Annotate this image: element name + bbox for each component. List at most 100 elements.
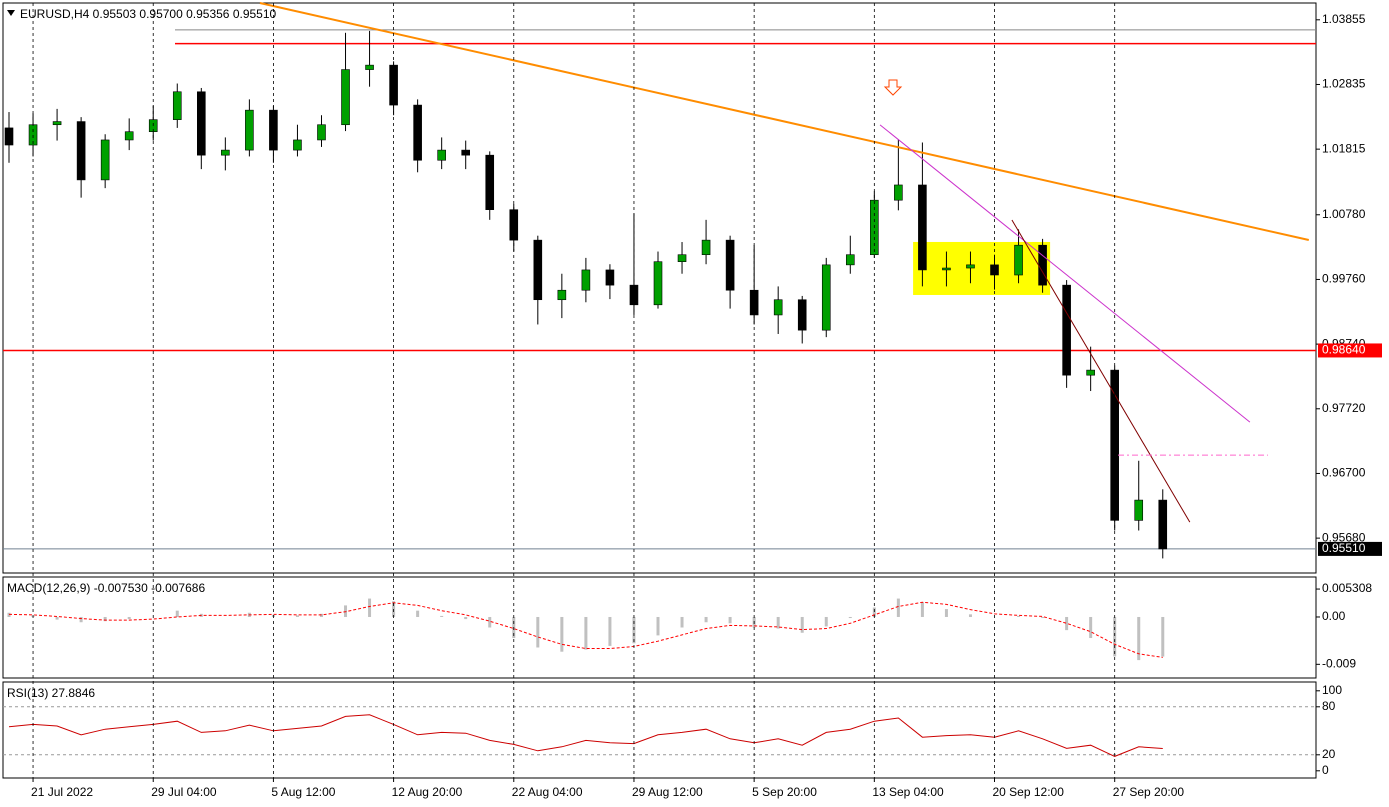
candle-body (725, 239, 735, 291)
trend-line (1011, 219, 1191, 523)
macd-bar (944, 609, 948, 617)
candle-body (365, 64, 374, 70)
candle-body (172, 91, 182, 120)
rsi-line (8, 714, 1163, 757)
candle-body (1158, 499, 1168, 550)
candle-body (821, 264, 831, 331)
candle-body (4, 127, 14, 146)
candle-body (1134, 499, 1144, 521)
candle-body (485, 154, 495, 210)
macd-signal (8, 601, 1163, 658)
macd-bar (704, 616, 708, 623)
macd-bar (344, 605, 348, 617)
macd-bar (824, 616, 828, 627)
candle-body (52, 121, 62, 126)
y-tick-label: 1.01815 (1322, 141, 1366, 155)
candle-body (197, 91, 206, 156)
macd-bar (968, 614, 972, 617)
macd-bar (1137, 616, 1141, 661)
candle-body (413, 104, 422, 161)
macd-bar (416, 610, 420, 617)
x-tick-label: 12 Aug 20:00 (392, 785, 463, 799)
candle-body (797, 299, 807, 331)
macd-bar (7, 612, 11, 617)
candle-body (245, 109, 254, 151)
candle-body (341, 69, 350, 126)
y-tick-label: 0.96700 (1322, 466, 1366, 480)
y-tick-label: 80 (1322, 699, 1336, 713)
candle-body (942, 267, 951, 271)
price-label-box (1318, 343, 1382, 358)
macd-bar (175, 610, 179, 617)
trend-line (879, 124, 1251, 423)
macd-bar (632, 616, 636, 644)
macd-bar (1017, 615, 1021, 617)
x-tick-label: 13 Sep 04:00 (872, 785, 944, 799)
price-panel (2, 2, 1317, 574)
macd-bar (560, 616, 564, 652)
y-tick-label: -0.009 (1322, 656, 1356, 670)
macd-bar (536, 616, 540, 648)
macd-bar (584, 616, 588, 650)
macd-bar (608, 616, 612, 646)
x-tick-label: 22 Aug 04:00 (512, 785, 583, 799)
indicator-title: RSI(13) 27.8846 (7, 686, 95, 700)
candle-body (918, 184, 927, 271)
menu-triangle (7, 10, 15, 16)
highlight-box (913, 241, 1051, 295)
y-tick-label: 0.97720 (1322, 401, 1366, 415)
candle-body (124, 131, 134, 141)
macd-bar (103, 616, 107, 622)
macd-bar (848, 616, 852, 619)
macd-bar (440, 615, 444, 617)
macd-bar (55, 616, 59, 620)
price-label-box (1318, 541, 1382, 556)
macd-bar (656, 616, 660, 636)
macd-bar (776, 616, 780, 629)
candle-body (677, 254, 687, 262)
y-tick-label: 1.03855 (1322, 12, 1366, 26)
macd-bar (368, 598, 372, 617)
macd-bar (127, 616, 131, 620)
y-tick-label: 100 (1322, 683, 1342, 697)
x-tick-label: 21 Jul 2022 (31, 785, 93, 799)
candle-body (581, 269, 591, 291)
indicator-title: EURUSD,H4 0.95503 0.95700 0.95356 0.9551… (20, 7, 277, 21)
macd-bar (488, 616, 492, 628)
candle-body (605, 269, 615, 286)
macd-bar (1113, 616, 1117, 657)
y-tick-label: 0 (1322, 763, 1329, 777)
y-tick-label: 0.95680 (1322, 530, 1366, 544)
macd-bar (1065, 616, 1069, 631)
x-tick-label: 5 Sep 20:00 (752, 785, 817, 799)
candle-body (749, 289, 759, 316)
macd-bar (1161, 616, 1165, 657)
trend-line (259, 2, 1310, 241)
candle-body (966, 264, 975, 269)
x-tick-label: 29 Aug 12:00 (632, 785, 703, 799)
y-tick-label: 0.005308 (1322, 581, 1372, 595)
macd-bar (920, 602, 924, 617)
candle-body (221, 149, 230, 156)
price-label: 0.95510 (1322, 541, 1366, 555)
candle-body (461, 149, 471, 156)
candle-body (1086, 369, 1095, 376)
candle-body (845, 254, 855, 266)
y-tick-label: 0.99760 (1322, 272, 1366, 286)
macd-bar (728, 616, 732, 624)
y-tick-label: 20 (1322, 747, 1336, 761)
x-tick-label: 20 Sep 12:00 (993, 785, 1065, 799)
rsi-panel (2, 681, 1317, 779)
macd-bar (295, 615, 299, 617)
candle-body (1062, 284, 1071, 376)
candle-body (293, 139, 302, 151)
candle-body (100, 139, 110, 181)
candle-body (317, 124, 326, 141)
candle-body (1038, 244, 1047, 286)
candle-body (76, 121, 86, 181)
candle-body (653, 261, 663, 306)
macd-bar (79, 616, 83, 623)
macd-panel (2, 576, 1317, 679)
